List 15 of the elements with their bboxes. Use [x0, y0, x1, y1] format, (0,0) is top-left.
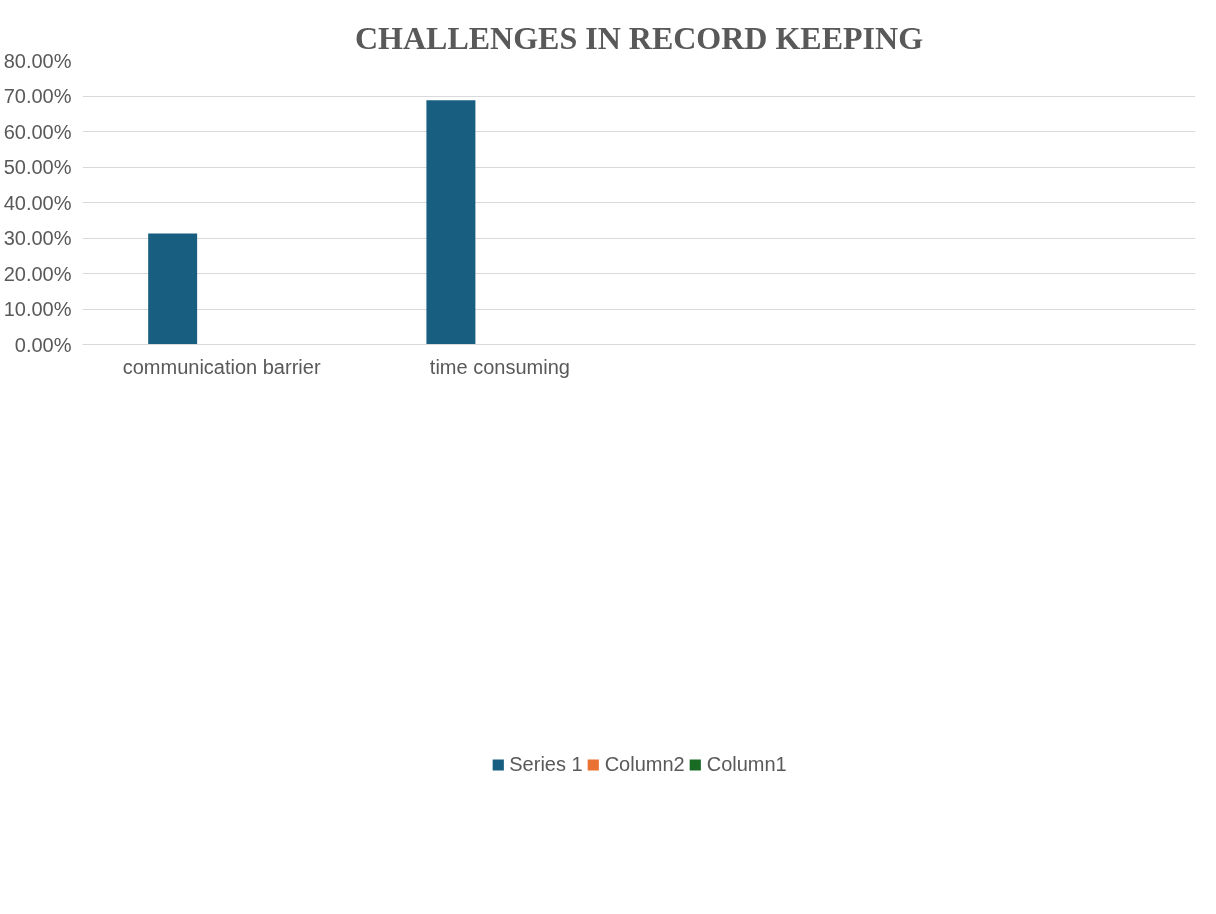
x-tick-label: time consuming [429, 355, 570, 378]
y-tick-label: 20.00% [3, 262, 72, 285]
y-tick-label: 30.00% [3, 227, 72, 249]
chart-title: CHALLENGES IN RECORD KEEPING [354, 19, 924, 56]
y-tick-label: 60.00% [3, 120, 72, 143]
y-tick-label: 80.00% [3, 49, 72, 72]
legend-label: Column2 [604, 752, 685, 776]
legend-label: Series 1 [509, 752, 583, 776]
y-tick-label: 50.00% [3, 156, 72, 178]
y-tick-label: 10.00% [3, 298, 72, 320]
x-tick-label: communication barrier [122, 355, 321, 378]
y-tick-label: 0.00% [14, 333, 72, 356]
legend-label: Column1 [706, 752, 787, 776]
y-tick-label: 40.00% [3, 191, 72, 214]
y-tick-label: 70.00% [3, 85, 72, 107]
